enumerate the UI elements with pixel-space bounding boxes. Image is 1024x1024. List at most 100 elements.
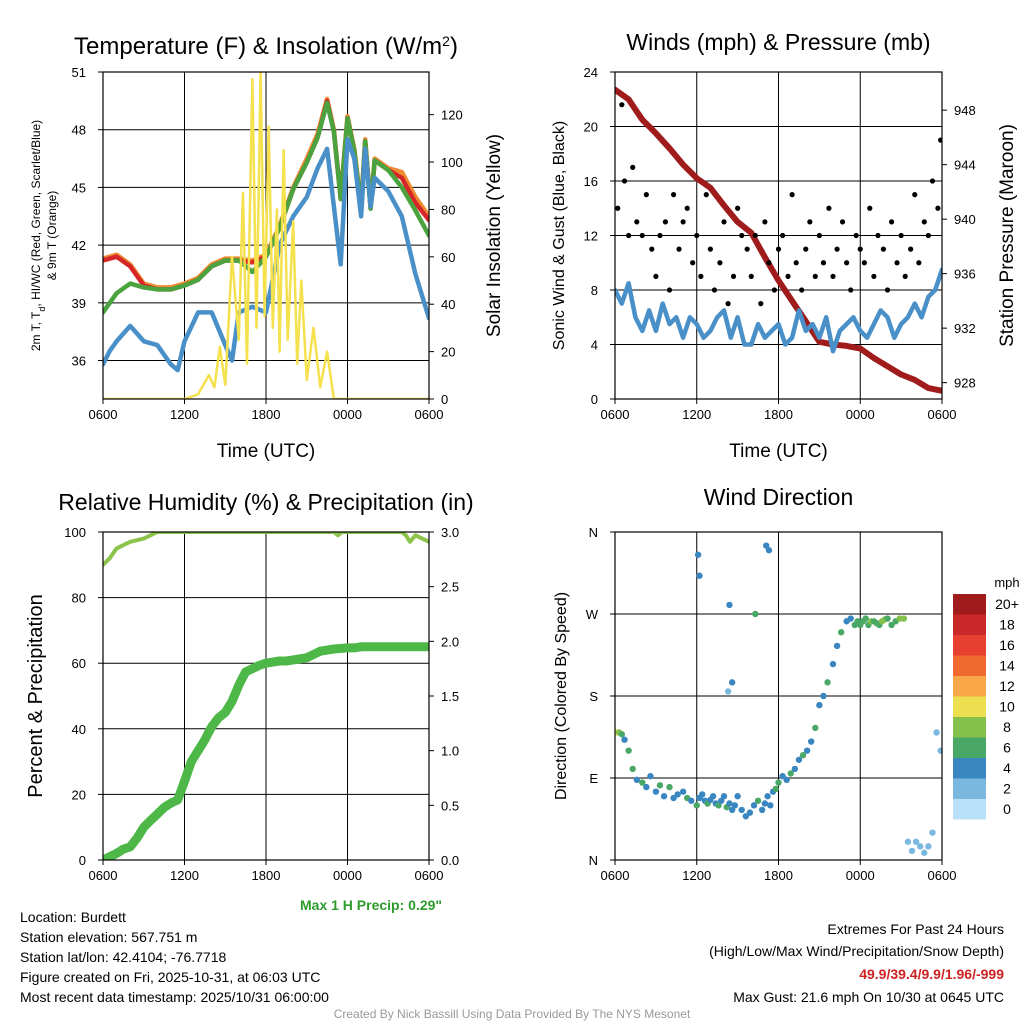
direction-point: [785, 0, 791, 3]
winds-y-tick-label: 8: [591, 283, 598, 298]
colorbar-label: 2: [1003, 781, 1011, 797]
colorbar-swatch: [953, 799, 986, 820]
direction-plot-area: [615, 0, 942, 856]
colorbar-label: 14: [999, 658, 1015, 674]
temperature-y-tick-label: 45: [72, 180, 86, 195]
direction-point: [724, 688, 732, 695]
direction-point: [767, 802, 774, 809]
direction-y-axis-label: Direction (Colored By Speed): [553, 592, 570, 800]
direction-point: [656, 782, 664, 789]
direction-point: [900, 615, 908, 622]
winds-gust-point: [758, 301, 764, 307]
winds-gust-point: [844, 260, 850, 266]
recent-text: Most recent data timestamp: 2025/10/31 0…: [20, 989, 329, 1005]
direction-point: [618, 731, 626, 738]
colorbar-swatch: [953, 778, 986, 799]
latlon-text: Station lat/lon: 42.4104; -76.7718: [20, 949, 227, 965]
location-text: Location: Burdett: [20, 909, 126, 925]
max-precip-text: Max 1 H Precip: 0.29": [300, 897, 443, 913]
direction-point: [783, 776, 790, 784]
winds-gust-point: [762, 219, 768, 225]
winds-gust-point: [916, 260, 922, 266]
winds-gust-point: [621, 178, 628, 184]
direction-point: [652, 788, 660, 795]
winds-gust-point: [626, 232, 632, 239]
direction-point: [764, 793, 771, 800]
direction-point: [799, 752, 807, 759]
winds-plot-area: [615, 86, 942, 394]
direction-point: [775, 779, 782, 786]
direction-point: [679, 788, 687, 795]
winds-gust-point: [707, 246, 713, 252]
direction-point: [937, 747, 942, 754]
winds-y-tick-label: 4: [591, 338, 598, 353]
direction-point: [720, 793, 728, 800]
direction-point: [696, 572, 703, 579]
winds-gust-point: [615, 205, 621, 211]
direction-point: [694, 551, 702, 558]
direction-point: [929, 829, 936, 836]
direction-point: [752, 610, 759, 618]
direction-point: [772, 785, 779, 793]
direction-point: [666, 783, 673, 791]
temperature-y2-tick-label: 120: [441, 108, 463, 123]
winds-gust-point: [830, 273, 836, 279]
winds-gust-point: [711, 287, 718, 293]
temperature-y-tick-label: 42: [72, 238, 86, 253]
winds-x-tick-label: 0600: [601, 407, 630, 422]
humidity-series-precipitation: [103, 642, 429, 860]
winds-gust-point: [884, 287, 891, 293]
direction-point: [812, 724, 819, 732]
max-gust-text: Max Gust: 21.6 mph On 10/30 at 0645 UTC: [733, 989, 1004, 1005]
direction-point: [734, 793, 741, 800]
winds-gust-point: [912, 192, 918, 198]
colorbar-title: mph: [994, 575, 1019, 590]
direction-point: [917, 843, 924, 850]
winds-gust-point: [698, 273, 704, 279]
extremes-title: Extremes For Past 24 Hours: [827, 921, 1004, 937]
winds-gust-point: [630, 164, 636, 170]
direction-point: [731, 802, 739, 809]
direction-point: [693, 802, 700, 809]
winds-gust-point: [902, 273, 908, 279]
winds-x-axis-label: Time (UTC): [729, 441, 828, 462]
winds-gust-point: [739, 232, 745, 239]
winds-gust-point: [799, 287, 805, 293]
direction-x-tick-label: 0600: [601, 868, 630, 883]
winds-y-tick-label: 0: [591, 392, 598, 407]
winds-gust-point: [721, 219, 727, 225]
direction-point: [699, 791, 706, 798]
direction-point: [795, 756, 803, 763]
winds-gust-point: [839, 219, 846, 225]
direction-y-tick-label: N: [589, 525, 598, 540]
winds-y2-tick-label: 928: [954, 376, 976, 391]
winds-y-axis-label: Sonic Wind & Gust (Blue, Black): [551, 121, 568, 350]
direction-point: [782, 0, 788, 3]
winds-y-tick-label: 20: [584, 120, 598, 135]
winds-series-pressure: [615, 86, 942, 394]
direction-title: Wind Direction: [704, 484, 854, 510]
colorbar-label: 12: [999, 678, 1015, 694]
winds-gust-point: [639, 232, 645, 239]
humidity-y2-tick-label: 0.5: [441, 798, 459, 813]
winds-gust-point: [703, 192, 709, 198]
temperature-x-tick-label: 1800: [252, 407, 281, 422]
humidity-y2-tick-label: 0.0: [441, 853, 459, 868]
colorbar-label: 6: [1003, 740, 1011, 756]
elevation-text: Station elevation: 567.751 m: [20, 929, 198, 945]
colorbar-swatch: [953, 676, 986, 697]
winds-gust-point: [694, 232, 700, 239]
winds-y2-axis-label: Station Pressure (Maroon): [997, 124, 1018, 347]
direction-point: [758, 806, 766, 814]
colorbar-swatch: [953, 758, 986, 779]
direction-point: [775, 0, 781, 3]
humidity-title: Relative Humidity (%) & Precipitation (i…: [58, 489, 473, 515]
temperature-x-tick-label: 1200: [170, 407, 199, 422]
winds-gust-point: [898, 232, 904, 239]
winds-gust-point: [766, 260, 772, 266]
direction-point: [884, 615, 891, 622]
colorbar-label: 16: [999, 637, 1015, 653]
direction-point: [921, 849, 928, 856]
temperature-series-insolation: [103, 72, 429, 399]
direction-frame: [614, 531, 943, 861]
